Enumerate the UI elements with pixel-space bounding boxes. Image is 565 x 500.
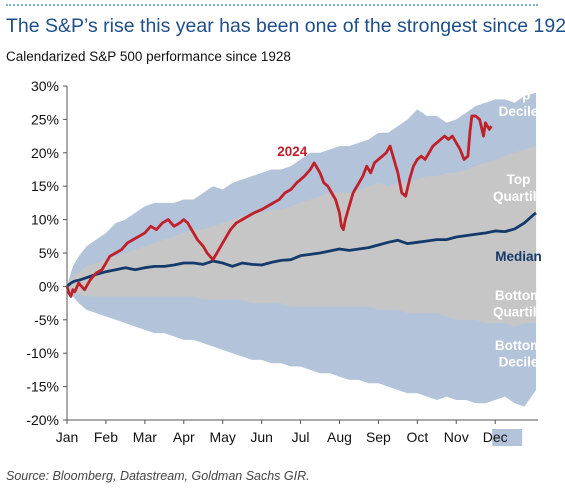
y-tick-label: 30% bbox=[31, 78, 59, 94]
annotation-label: Decile bbox=[499, 355, 539, 370]
annotation-label: Top bbox=[507, 87, 531, 102]
annotation-label: Median bbox=[495, 249, 542, 264]
annotation-label: Quartile bbox=[493, 189, 545, 204]
x-tick-label: Apr bbox=[173, 429, 195, 445]
line-2024 bbox=[65, 114, 493, 298]
y-tick-label: 20% bbox=[31, 145, 59, 161]
y-tick-label: 10% bbox=[31, 212, 59, 228]
x-tick-label: Aug bbox=[327, 429, 352, 445]
header-rule bbox=[6, 4, 538, 6]
y-tick-label: 0% bbox=[39, 278, 59, 294]
performance-chart: -20% -15% -10% -5% 0% 5% 10% 15% 20% 25% 30% Jan Feb… bbox=[26, 78, 544, 446]
y-tick-label: 25% bbox=[31, 111, 59, 127]
x-tick-label: May bbox=[209, 429, 235, 445]
x-tick-label: Jun bbox=[250, 429, 273, 445]
annotation-label: Top bbox=[507, 172, 531, 187]
annotation-label: 2024 bbox=[277, 144, 308, 159]
source-note: Source: Bloomberg, Datastream, Goldman S… bbox=[6, 469, 310, 483]
annotation-label: Decile bbox=[499, 104, 539, 119]
quartile-band bbox=[67, 146, 537, 327]
x-tick-label: Dec bbox=[483, 429, 508, 445]
annotation-label: Bottom bbox=[495, 288, 542, 303]
month-highlight bbox=[492, 429, 523, 446]
y-tick-label: -5% bbox=[34, 312, 59, 328]
x-tick-label: Jan bbox=[56, 429, 79, 445]
percentile-bands bbox=[67, 92, 537, 407]
x-tick-label: Jul bbox=[292, 429, 310, 445]
annotation-label: Bottom bbox=[495, 338, 542, 353]
y-tick-label: -15% bbox=[26, 379, 59, 395]
annotation-label: Quartile bbox=[493, 304, 545, 319]
x-tick-label: Mar bbox=[133, 429, 157, 445]
y-tick-label: -10% bbox=[26, 345, 59, 361]
x-tick-label: Oct bbox=[406, 429, 428, 445]
chart-axes: -20% -15% -10% -5% 0% 5% 10% 15% 20% 25% 30% Jan Feb… bbox=[26, 78, 538, 446]
chart-title: The S&P’s rise this year has been one of… bbox=[6, 15, 565, 37]
x-tick-label: Feb bbox=[94, 429, 118, 445]
x-tick-label: Nov bbox=[444, 429, 469, 445]
y-tick-label: -20% bbox=[26, 412, 59, 428]
chart-annotations: 2024TopDecileTopQuartileMedianBottomQuar… bbox=[277, 87, 544, 369]
chart-subtitle: Calendarized S&P 500 performance since 1… bbox=[6, 49, 291, 64]
series-lines bbox=[65, 114, 537, 298]
y-tick-label: 15% bbox=[31, 178, 59, 194]
median-line bbox=[66, 211, 537, 288]
y-tick-label: 5% bbox=[39, 245, 59, 261]
x-tick-label: Sep bbox=[366, 429, 391, 445]
